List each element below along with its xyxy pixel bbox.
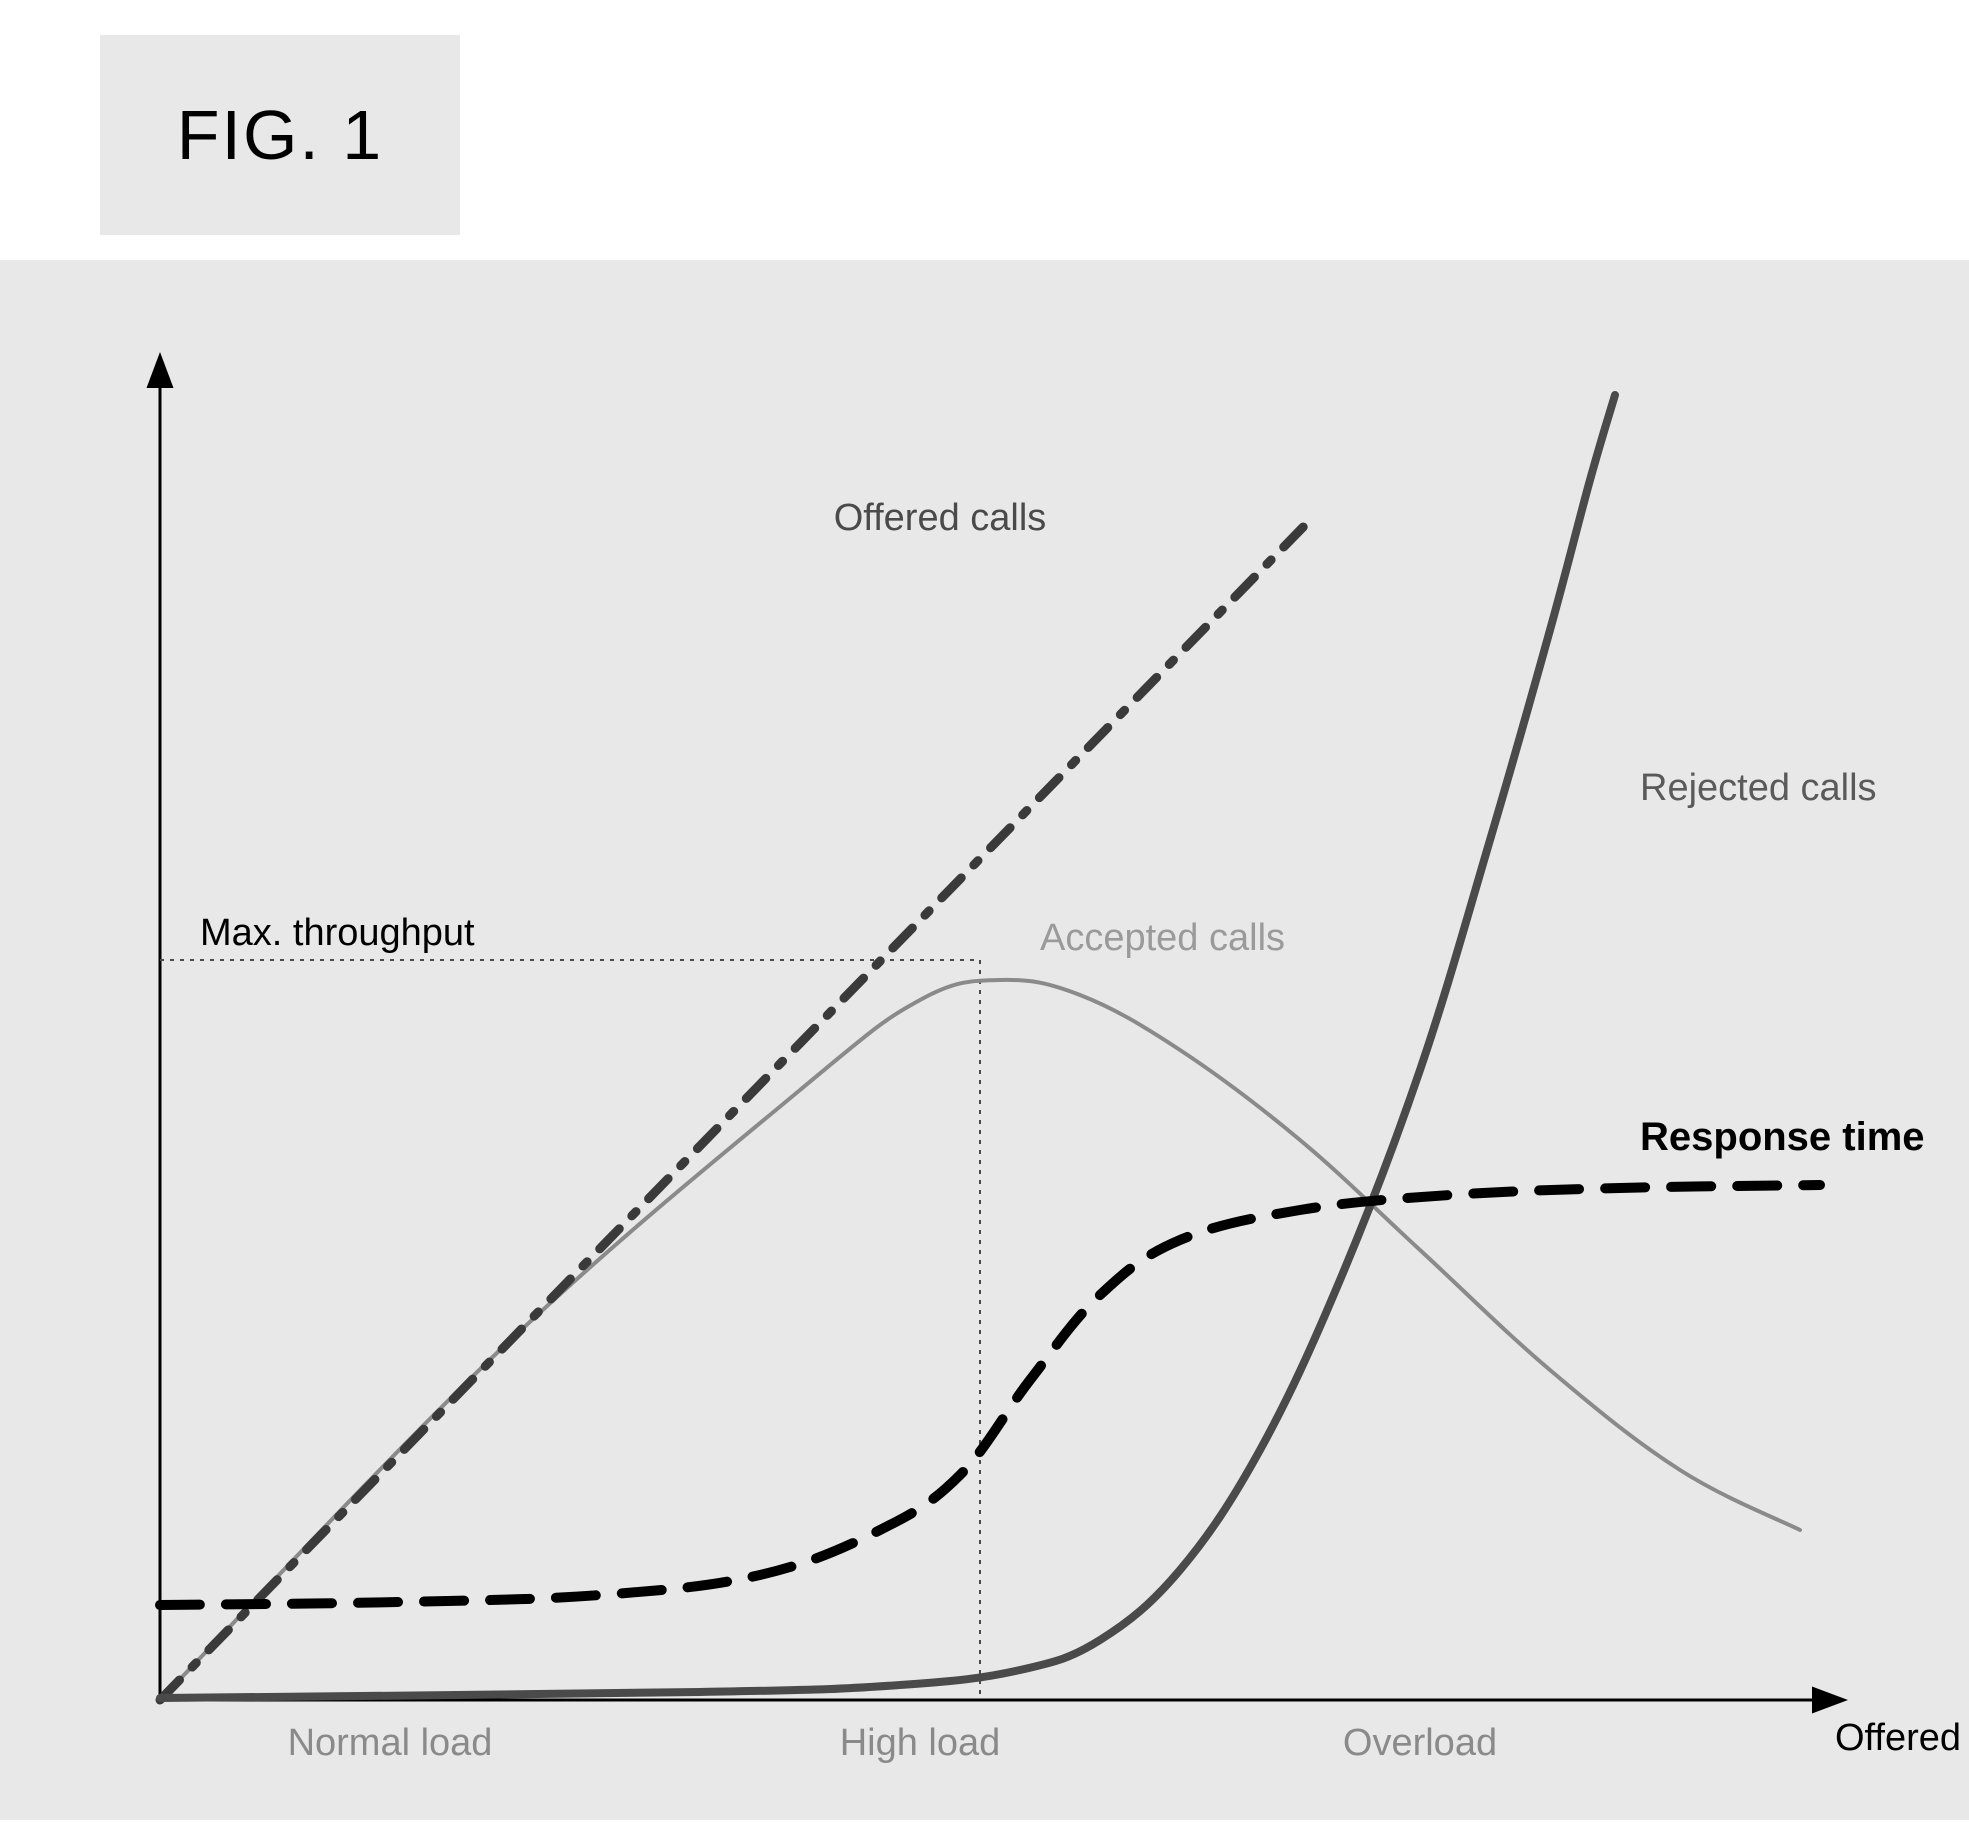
figure-label-text: FIG. 1 (177, 95, 383, 175)
x-region-label-2: Overload (1343, 1722, 1497, 1764)
response-time-curve (160, 1185, 1820, 1605)
y-axis-arrow-icon (147, 352, 174, 388)
chart-annotation-1: Offered calls (834, 497, 1047, 539)
offered-calls-line (160, 520, 1310, 1700)
chart-annotation-3: Rejected calls (1640, 767, 1877, 809)
chart-annotation-0: Max. throughput (200, 912, 475, 954)
x-region-label-1: High load (840, 1722, 1001, 1764)
figure-label-box: FIG. 1 (100, 35, 460, 235)
chart-annotation-4: Response time (1640, 1115, 1925, 1159)
rejected-calls-curve (160, 395, 1615, 1698)
page-root: FIG. 1 Offered loadNormal loadHigh loadO… (0, 0, 1969, 1845)
chart-panel: Offered load Normal load High load Overload… (0, 260, 1969, 1820)
x-axis-title: Offered load (1835, 1717, 1969, 1759)
x-axis-arrow-icon (1812, 1687, 1848, 1714)
x-region-label-0: Normal load (288, 1722, 493, 1764)
chart-annotation-2: Accepted calls (1040, 917, 1285, 959)
load-chart: Offered load Normal load High load Overload… (0, 260, 1969, 1820)
chart-svg-wrapper: Offered load Normal load High load Overload… (0, 260, 1969, 1820)
